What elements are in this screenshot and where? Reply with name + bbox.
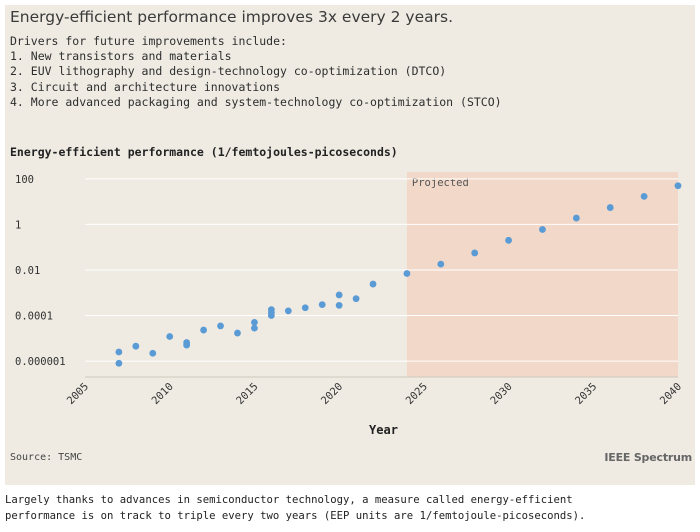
scatter-chart: Projected 0.000001 0.0001 0.01 1 100 2005 2010 2… (15, 172, 684, 437)
data-point (251, 318, 258, 326)
data-point (267, 309, 275, 316)
drivers-list: Drivers for future improvements include:… (10, 34, 502, 110)
brand-logo: IEEE Spectrum (604, 451, 692, 464)
x-tick-label: 2015 (234, 381, 260, 407)
data-point (217, 322, 224, 330)
x-tick-label: 2005 (65, 381, 91, 407)
data-point (115, 359, 123, 367)
data-point (251, 324, 258, 332)
data-point (115, 348, 123, 356)
y-tick-label: 100 (15, 174, 34, 186)
data-point (335, 291, 343, 299)
data-point (539, 226, 546, 233)
projected-label: Projected (412, 177, 469, 189)
data-point (301, 304, 309, 312)
data-point (674, 182, 682, 190)
data-point (132, 342, 140, 350)
data-point (200, 326, 208, 334)
chart-title: Energy-efficient performance (1/femtojou… (10, 145, 398, 159)
data-point (234, 329, 241, 337)
data-point (352, 295, 360, 303)
data-point (606, 204, 614, 211)
caption-line: performance is on track to triple every … (5, 510, 586, 522)
data-point (640, 192, 648, 200)
caption-line: Largely thanks to advances in semiconduc… (5, 494, 573, 506)
data-point (437, 260, 445, 268)
data-point (572, 214, 580, 222)
data-point (284, 307, 292, 315)
data-point (403, 270, 411, 277)
data-point (471, 249, 479, 257)
driver-item: 3. Circuit and architecture innovations (10, 79, 281, 94)
x-tick-label: 2040 (658, 381, 684, 407)
x-tick-label: 2010 (149, 381, 175, 407)
x-tick-label: 2030 (488, 381, 514, 407)
x-tick-label: 2025 (404, 381, 430, 407)
figure-caption: Largely thanks to advances in semiconduc… (5, 492, 695, 524)
projected-region (406, 172, 678, 377)
y-tick-label: 1 (15, 219, 21, 231)
drivers-intro: Drivers for future improvements include: (10, 34, 287, 48)
headline: Energy-efficient performance improves 3x… (10, 8, 454, 26)
driver-item: 4. More advanced packaging and system-te… (10, 94, 502, 109)
data-point (183, 341, 191, 349)
data-point (318, 301, 326, 309)
driver-item: 1. New transistors and materials (10, 49, 232, 64)
y-tick-label: 0.01 (15, 265, 40, 277)
data-point (505, 236, 512, 244)
data-point (335, 301, 343, 309)
x-tick-label: 2035 (573, 381, 599, 407)
driver-item: 2. EUV lithography and design-technology… (10, 64, 447, 79)
y-tick-label: 0.000001 (15, 356, 66, 368)
data-point (369, 280, 377, 288)
x-tick-label: 2020 (319, 381, 345, 407)
data-point (149, 349, 157, 357)
x-axis-label: Year (369, 423, 398, 437)
source-note: Source: TSMC (10, 452, 83, 463)
data-point (166, 333, 174, 340)
y-tick-label: 0.0001 (15, 311, 53, 323)
